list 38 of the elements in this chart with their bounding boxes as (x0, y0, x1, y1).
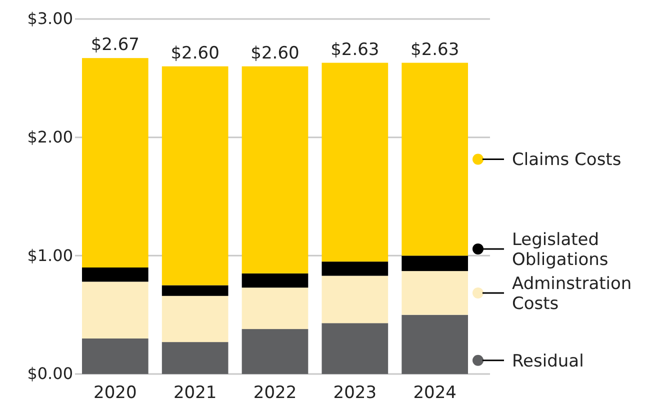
bar (322, 323, 388, 374)
total-label: $2.60 (170, 43, 220, 64)
legend-label: Claims Costs (512, 150, 622, 170)
bar (402, 62, 468, 256)
legend-label: Legislated Obligations (512, 230, 608, 270)
total-label: $2.63 (330, 40, 380, 60)
bar (242, 66, 308, 274)
bar (82, 282, 148, 338)
bar (82, 58, 148, 268)
y-tick-label: $1.00 (27, 246, 73, 265)
bar (322, 276, 388, 324)
x-tick-label: 2024 (413, 383, 456, 404)
bar (402, 271, 468, 315)
x-tick-label: 2022 (253, 383, 297, 404)
x-tick-label: 2021 (173, 383, 217, 404)
total-label: $2.60 (250, 43, 300, 64)
bar (402, 314, 468, 374)
bar (242, 329, 308, 374)
bar (402, 256, 468, 272)
bar (322, 62, 388, 262)
total-label: $2.63 (410, 40, 460, 60)
legend-label: Residual (512, 351, 584, 372)
bar (322, 262, 388, 276)
bar (162, 342, 228, 374)
x-tick-label: 2020 (94, 383, 137, 404)
bar (162, 296, 228, 342)
x-tick-label: 2023 (333, 383, 377, 404)
y-tick-label: $0.00 (27, 364, 73, 384)
bar (162, 285, 228, 296)
total-label: $2.67 (90, 35, 140, 56)
bar (82, 268, 148, 282)
bar (242, 288, 308, 330)
y-tick-label: $3.00 (27, 9, 73, 28)
bar (82, 338, 148, 374)
bar (162, 66, 228, 286)
y-tick-label: $2.00 (27, 127, 73, 146)
legend-label: Adminstration Costs (512, 274, 632, 314)
bar (242, 273, 308, 288)
